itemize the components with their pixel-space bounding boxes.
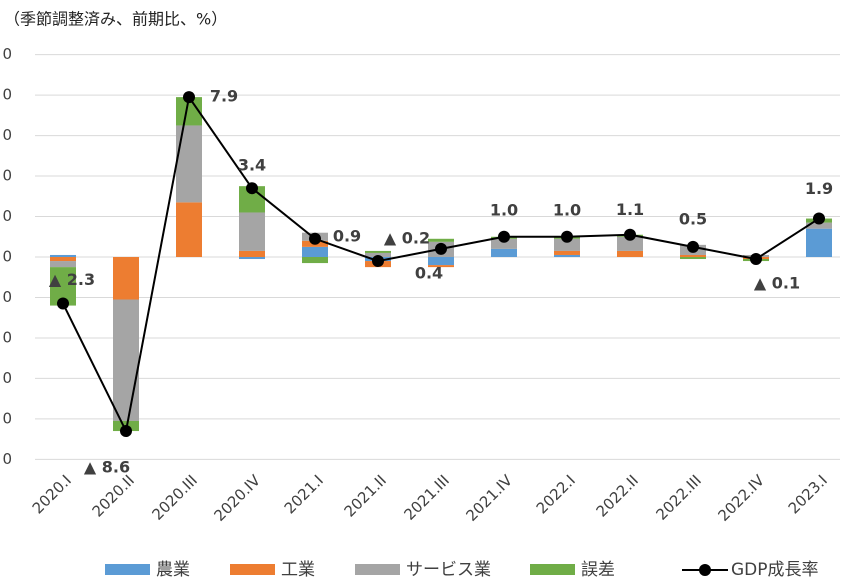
x-tick-label: 2020.II (89, 471, 138, 520)
legend-swatch (230, 564, 275, 575)
legend-label: 工業 (281, 560, 315, 580)
x-tick-label: 2020.IV (211, 471, 265, 525)
y-tick-label: 0 (2, 409, 12, 427)
bar-segment (554, 238, 580, 251)
bar-segment (491, 248, 517, 257)
bar-segment (50, 254, 76, 257)
bar-segment (302, 257, 328, 264)
data-label: ▲ 8.6 (84, 458, 130, 477)
bar-segment (617, 236, 643, 251)
legend-label: 農業 (156, 560, 190, 580)
line-point (750, 253, 762, 266)
bar-segment (554, 254, 580, 257)
bar-segment (50, 257, 76, 262)
bar-segment (302, 246, 328, 257)
legend-label: GDP成長率 (731, 560, 819, 580)
data-label: ▲ 2.3 (49, 270, 95, 289)
line-point (624, 228, 636, 241)
x-tick-label: 2021.I (281, 471, 327, 517)
bar-segment (491, 238, 517, 249)
data-label: 7.9 (210, 87, 238, 106)
legend-dot (699, 564, 711, 576)
x-tick-label: 2021.IV (463, 471, 517, 525)
x-tick-label: 2022.I (533, 471, 579, 517)
bar-segment (113, 257, 139, 300)
data-label: 0.9 (333, 226, 361, 245)
y-tick-label: 0 (2, 288, 12, 306)
line-point (813, 212, 825, 225)
bar-segment (617, 250, 643, 257)
bar-segment (176, 202, 202, 257)
data-label: 1.1 (616, 200, 644, 219)
line-point (561, 230, 573, 243)
bar-segment (806, 228, 832, 257)
data-label: ▲ 0.2 (384, 229, 430, 248)
legend-label: 誤差 (581, 560, 615, 580)
legend-label: サービス業 (406, 560, 491, 580)
y-tick-label: 0 (2, 248, 12, 266)
bar-segment (113, 299, 139, 421)
y-tick-label: 0 (2, 126, 12, 144)
legend-swatch (355, 564, 400, 575)
x-tick-label: 2021.III (401, 471, 453, 523)
y-tick-label: 0 (2, 450, 12, 468)
bar-segment (239, 250, 265, 257)
bar-segment (680, 254, 706, 257)
line-point (309, 232, 321, 245)
data-label: 0.4 (415, 263, 443, 282)
bar-segment (365, 252, 391, 257)
y-tick-label: 0 (2, 207, 12, 225)
x-tick-label: 2022.IV (715, 471, 769, 525)
bar-segment (428, 257, 454, 266)
bar-segment (680, 257, 706, 260)
y-tick-label: 0 (2, 369, 12, 387)
y-tick-label: 0 (2, 45, 12, 63)
data-label: ▲ 0.1 (754, 274, 800, 293)
line-point (120, 425, 132, 438)
data-label: 1.0 (490, 200, 518, 219)
bar-segment (239, 212, 265, 251)
x-tick-label: 2020.III (149, 471, 201, 523)
bar-segment (806, 222, 832, 229)
legend-swatch (105, 564, 150, 575)
x-tick-label: 2021.II (341, 471, 390, 520)
data-label: 3.4 (238, 156, 266, 175)
bar-segment (176, 125, 202, 203)
y-tick-label: 0 (2, 167, 12, 185)
data-label: 1.0 (553, 200, 581, 219)
data-label: 0.5 (679, 209, 707, 228)
y-tick-label: 0 (2, 328, 12, 346)
bar-segment (428, 238, 454, 242)
line-point (687, 240, 699, 253)
x-tick-label: 2022.III (653, 471, 705, 523)
data-label: 1.9 (805, 179, 833, 198)
bar-segment (428, 265, 454, 268)
bar-segment (554, 250, 580, 255)
y-tick-label: 0 (2, 86, 12, 104)
bar-segment (239, 257, 265, 260)
line-point (498, 230, 510, 243)
x-tick-label: 2022.II (593, 471, 642, 520)
x-tick-label: 2020.I (29, 471, 75, 517)
chart-title: （季節調整済み、前期比、%） (4, 10, 227, 29)
bar-segment (365, 250, 391, 253)
x-tick-label: 2023.I (785, 471, 831, 517)
bar-segment (50, 261, 76, 268)
line-point (372, 255, 384, 268)
line-point (246, 182, 258, 195)
line-point (57, 297, 69, 310)
line-point (183, 91, 195, 104)
line-point (435, 242, 447, 255)
legend-swatch (530, 564, 575, 575)
